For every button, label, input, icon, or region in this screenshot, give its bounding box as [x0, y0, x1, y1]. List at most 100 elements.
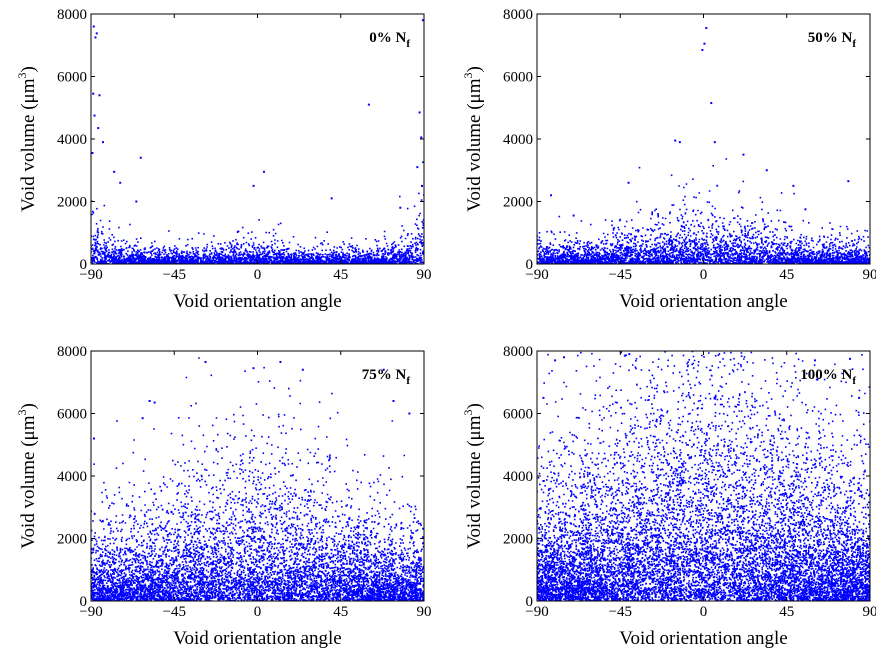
x-axis-label: Void orientation angle: [619, 628, 788, 649]
y-tick-label: 2000: [503, 532, 533, 548]
scatter-point: [703, 43, 705, 45]
y-axis-label-close: ): [18, 403, 39, 409]
y-axis-label-close: ): [464, 66, 485, 72]
scatter-point: [154, 402, 156, 404]
y-axis-label-main: Void volume (μm: [464, 78, 485, 212]
panel-annotation: 100% Nf: [800, 367, 856, 387]
scatter-point: [701, 49, 703, 51]
y-tick-label: 2000: [57, 532, 87, 548]
scatter-point: [792, 185, 794, 187]
y-tick-label: 2000: [57, 195, 87, 211]
scatter-cloud: [536, 351, 871, 602]
annotation-sub: f: [406, 375, 410, 387]
y-tick-label: 0: [80, 257, 88, 273]
scatter-point: [93, 438, 95, 440]
x-axis-label: Void orientation angle: [619, 291, 788, 312]
scatter-point: [94, 36, 96, 38]
scatter-point: [149, 400, 151, 402]
scatter-point: [331, 197, 333, 199]
scatter-point: [302, 369, 304, 371]
x-tick-label: −45: [609, 267, 632, 283]
y-axis-label-main: Void volume (μm: [18, 78, 39, 212]
y-tick-label: 8000: [503, 7, 533, 23]
scatter-cloud-points: [536, 351, 871, 602]
x-tick-label: 90: [863, 267, 876, 283]
scatter-point: [804, 208, 806, 210]
scatter-point: [142, 417, 144, 419]
y-tick-label: 0: [526, 257, 534, 273]
y-axis-label-close: ): [18, 66, 39, 72]
scatter-point: [140, 157, 142, 159]
y-tick-label: 6000: [57, 407, 87, 423]
scatter-point: [550, 194, 552, 196]
y-axis-label: Void volume (μm3): [461, 403, 485, 549]
y-axis-label-main: Void volume (μm: [464, 415, 485, 549]
y-axis-label-close: ): [464, 403, 485, 409]
scatter-cloud-points: [90, 161, 425, 264]
scatter-point: [847, 180, 849, 182]
panel-annotation: 50% Nf: [808, 30, 857, 50]
y-tick-label: 0: [526, 594, 534, 610]
x-axis-label: Void orientation angle: [173, 628, 342, 649]
scatter-point: [742, 154, 744, 156]
scatter-point: [253, 185, 255, 187]
plot-frame: [91, 14, 424, 264]
x-tick-label: 45: [333, 604, 348, 620]
scatter-point: [573, 215, 575, 217]
y-axis-label-main: Void volume (μm: [18, 415, 39, 549]
y-tick-label: 4000: [503, 132, 533, 148]
scatter-point: [554, 359, 556, 361]
x-tick-label: 0: [700, 267, 708, 283]
y-tick-label: 4000: [57, 132, 87, 148]
scatter-point: [135, 201, 137, 203]
panel-annotation: 0% Nf: [369, 30, 410, 50]
x-tick-label: 0: [700, 604, 708, 620]
scatter-point: [97, 127, 99, 129]
scatter-cloud: [90, 357, 425, 602]
scatter-point: [714, 141, 716, 143]
scatter-point: [705, 27, 707, 29]
scatter-point: [563, 356, 565, 358]
x-tick-label: 45: [779, 604, 794, 620]
panel-annotation: 75% Nf: [362, 367, 411, 387]
y-tick-label: 6000: [503, 70, 533, 86]
y-tick-label: 0: [80, 594, 88, 610]
annotation-main: 0% N: [369, 30, 406, 46]
y-axis-label: Void volume (μm3): [15, 403, 39, 549]
scatter-point: [94, 115, 96, 117]
y-axis-label: Void volume (μm3): [15, 66, 39, 212]
y-tick-label: 4000: [57, 469, 87, 485]
scatter-point: [624, 355, 626, 357]
scatter-point: [858, 397, 860, 399]
x-axis-label: Void orientation angle: [173, 291, 342, 312]
scatter-cloud: [90, 161, 425, 264]
y-axis-label: Void volume (μm3): [461, 66, 485, 212]
scatter-point: [679, 141, 681, 143]
scatter-point: [416, 166, 418, 168]
scatter-point: [408, 413, 410, 415]
scatter-point: [392, 400, 394, 402]
annotation-main: 100% N: [800, 367, 852, 383]
scatter-point: [628, 353, 630, 355]
y-tick-label: 6000: [57, 70, 87, 86]
x-tick-label: −45: [163, 267, 186, 283]
annotation-main: 75% N: [362, 367, 407, 383]
x-tick-label: 45: [779, 267, 794, 283]
scatter-point: [91, 152, 93, 154]
scatter-point: [674, 140, 676, 142]
x-tick-label: 90: [417, 267, 432, 283]
scatter-point: [814, 359, 816, 361]
x-tick-label: 0: [254, 604, 262, 620]
y-tick-label: 8000: [57, 7, 87, 23]
scatter-point: [849, 358, 851, 360]
scatter-point: [710, 102, 712, 104]
scatter-point: [93, 26, 95, 28]
scatter-point: [92, 93, 94, 95]
scatter-point: [205, 361, 207, 363]
scatter-point: [766, 169, 768, 171]
y-tick-label: 8000: [57, 344, 87, 360]
